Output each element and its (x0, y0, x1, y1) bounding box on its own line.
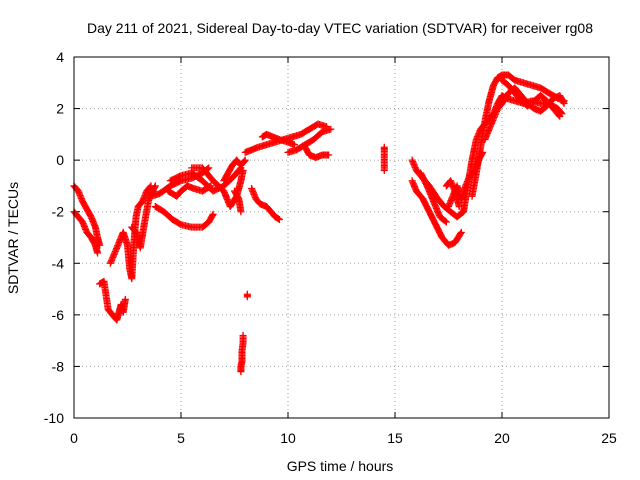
series-arc-26 (459, 92, 566, 216)
data-point (325, 151, 333, 159)
x-tick-label: 5 (177, 430, 185, 446)
x-axis-label: GPS time / hours (287, 458, 394, 474)
y-tick-label: 4 (56, 49, 64, 65)
x-tick-label: 15 (387, 430, 403, 446)
ticks: 0 5 10 15 20 25 -10 -8 -6 -4 -2 0 2 4 (44, 49, 617, 446)
series-arc-11 (220, 156, 249, 185)
data-point (559, 98, 567, 106)
x-tick-label: 25 (601, 430, 617, 446)
series-arc-17 (258, 130, 298, 149)
series-arc-23 (417, 169, 450, 226)
data-point (275, 215, 283, 223)
data-point (380, 166, 388, 174)
plot-frame (73, 56, 610, 419)
y-tick-label: 0 (56, 152, 64, 168)
data-point (555, 111, 563, 119)
series-arc-13 (237, 331, 247, 376)
y-tick-label: -8 (52, 358, 65, 374)
series-arc-12 (231, 187, 245, 216)
data-point (208, 212, 216, 220)
y-tick-label: -2 (52, 204, 65, 220)
chart-title: Day 211 of 2021, Sidereal Day-to-day VTE… (87, 20, 593, 36)
data-point (239, 166, 247, 174)
x-tick-label: 20 (494, 430, 510, 446)
data-point (442, 218, 450, 226)
series-arc-7 (151, 203, 217, 231)
data-point (94, 249, 102, 257)
grid (74, 57, 609, 418)
series-arc-29 (498, 76, 564, 120)
series-arc-14 (243, 290, 251, 301)
data-point (205, 164, 213, 172)
data-point (327, 125, 335, 133)
series-arc-19 (301, 143, 333, 162)
data-point (560, 99, 568, 107)
data-point (241, 156, 249, 164)
data-point (441, 217, 449, 225)
data-point (556, 112, 564, 120)
series-arc-20 (380, 143, 388, 174)
data-point (237, 208, 245, 216)
y-tick-label: -6 (52, 307, 65, 323)
series-arc-8 (164, 182, 215, 200)
data-point (121, 295, 129, 303)
x-tick-label: 10 (280, 430, 296, 446)
series-arc-2 (70, 208, 102, 257)
series-arc-1 (70, 182, 104, 249)
data-point (457, 228, 465, 236)
data-point (239, 331, 247, 339)
data-point (290, 141, 298, 149)
series-arc-4 (106, 182, 155, 283)
data-points (70, 71, 568, 376)
data-point (243, 293, 251, 301)
data-point (457, 230, 465, 238)
y-tick-label: 2 (56, 101, 64, 117)
series-arc-9 (166, 164, 245, 195)
y-axis-label: SDTVAR / TECUs (5, 182, 21, 294)
y-tick-label: -10 (44, 410, 64, 426)
x-tick-label: 0 (70, 430, 78, 446)
series-arc-3 (96, 277, 129, 324)
y-tick-label: -4 (52, 255, 65, 271)
data-point (240, 157, 248, 165)
data-point (209, 210, 217, 218)
data-point (151, 182, 159, 190)
series-arc-22 (408, 177, 465, 249)
series-arc-10 (188, 164, 247, 211)
series-arc-15 (248, 185, 283, 223)
